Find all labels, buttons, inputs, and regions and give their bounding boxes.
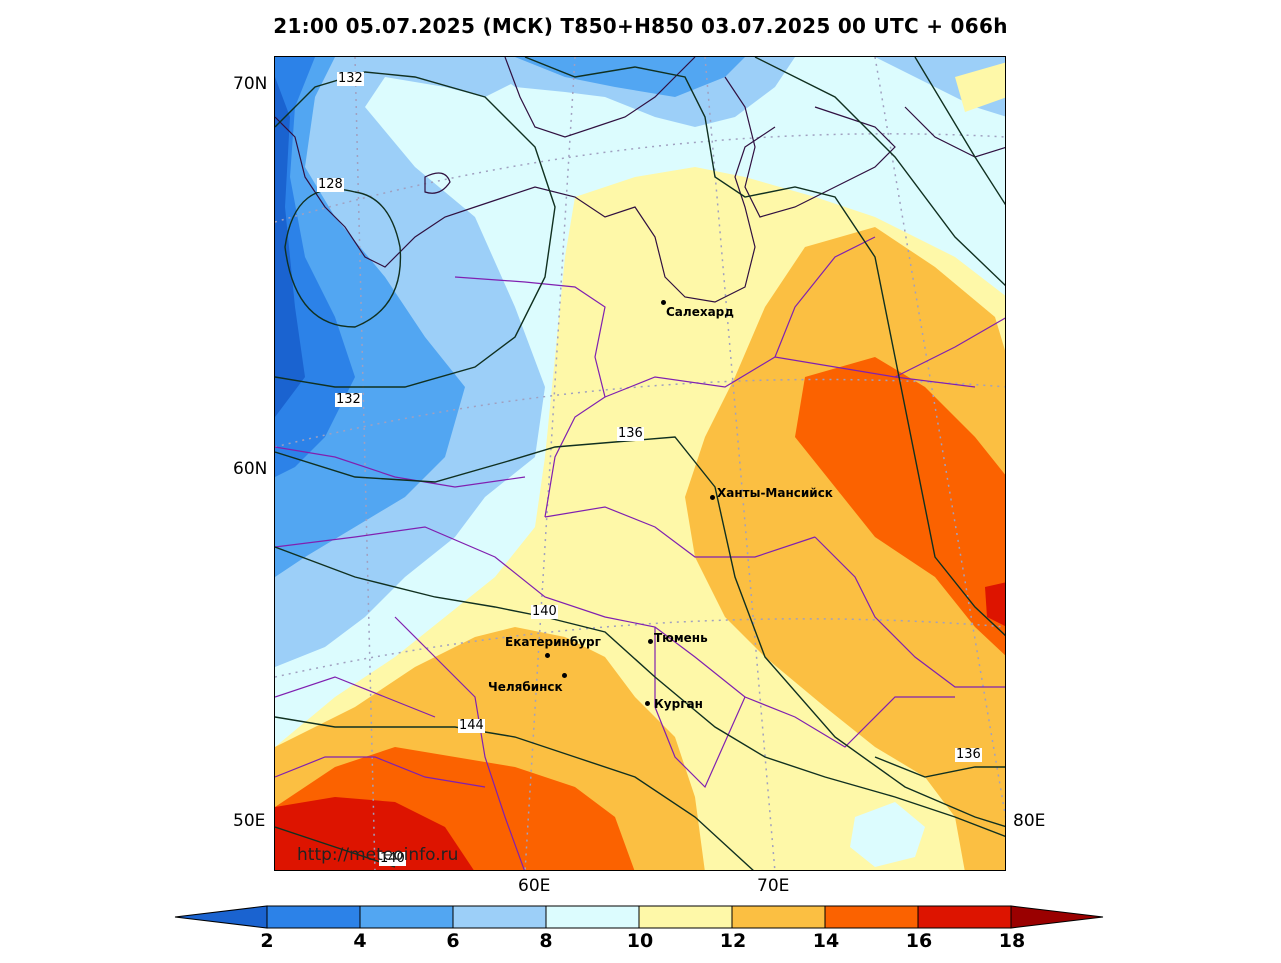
- city-marker: [562, 673, 567, 678]
- contour-label: 132: [335, 392, 362, 407]
- lat-label-70n: 70N: [233, 74, 268, 94]
- colorbar-tick: 10: [626, 930, 654, 952]
- lon-label-50e: 50E: [233, 811, 266, 831]
- lat-label-60n: 60N: [233, 459, 268, 479]
- city-label-yekaterinburg: Екатеринбург: [505, 635, 601, 649]
- colorbar-tick: 6: [446, 930, 460, 952]
- city-label-chelyabinsk: Челябинск: [488, 680, 563, 694]
- colorbar-tick: 14: [812, 930, 840, 952]
- colorbar-tick: 12: [719, 930, 747, 952]
- source-watermark: http://meteoinfo.ru: [297, 845, 459, 865]
- colorbar-tick: 4: [353, 930, 367, 952]
- colorbar-extend-high: [1010, 905, 1104, 929]
- city-marker: [645, 701, 650, 706]
- lon-label-70e: 70E: [757, 876, 790, 896]
- city-marker: [661, 300, 666, 305]
- colorbar-segment: [824, 905, 919, 929]
- city-label-khanty-mansiysk: Ханты-Мансийск: [717, 486, 833, 500]
- contour-label: 136: [955, 747, 982, 762]
- contour-label: 144: [458, 718, 485, 733]
- city-label-salekhard: Салехард: [666, 305, 734, 319]
- lon-label-80e: 80E: [1013, 811, 1046, 831]
- contour-label: 136: [617, 426, 644, 441]
- colorbar-segment: [731, 905, 826, 929]
- city-label-tyumen: Тюмень: [654, 631, 708, 645]
- colorbar-extend-low: [174, 905, 268, 929]
- map-panel: [274, 56, 1006, 871]
- city-marker: [648, 639, 653, 644]
- temperature-field-map: [275, 57, 1005, 870]
- colorbar-segment: [545, 905, 640, 929]
- colorbar-segment: [452, 905, 547, 929]
- city-marker: [710, 495, 715, 500]
- city-marker: [545, 653, 550, 658]
- colorbar-segment: [917, 905, 1012, 929]
- colorbar-tick: 2: [260, 930, 274, 952]
- city-label-kurgan: Курган: [654, 697, 703, 711]
- lon-label-60e: 60E: [518, 876, 551, 896]
- contour-label: 140: [379, 851, 406, 866]
- temperature-colorbar: [174, 905, 1104, 929]
- colorbar-segment: [359, 905, 454, 929]
- colorbar-tick: 18: [998, 930, 1026, 952]
- map-title: 21:00 05.07.2025 (МСК) T850+H850 03.07.2…: [273, 14, 1008, 38]
- contour-label: 140: [531, 604, 558, 619]
- colorbar-segment: [638, 905, 733, 929]
- colorbar-tick: 8: [539, 930, 553, 952]
- colorbar-tick: 16: [905, 930, 933, 952]
- contour-label: 132: [337, 71, 364, 86]
- colorbar-segment: [266, 905, 361, 929]
- contour-label: 128: [317, 177, 344, 192]
